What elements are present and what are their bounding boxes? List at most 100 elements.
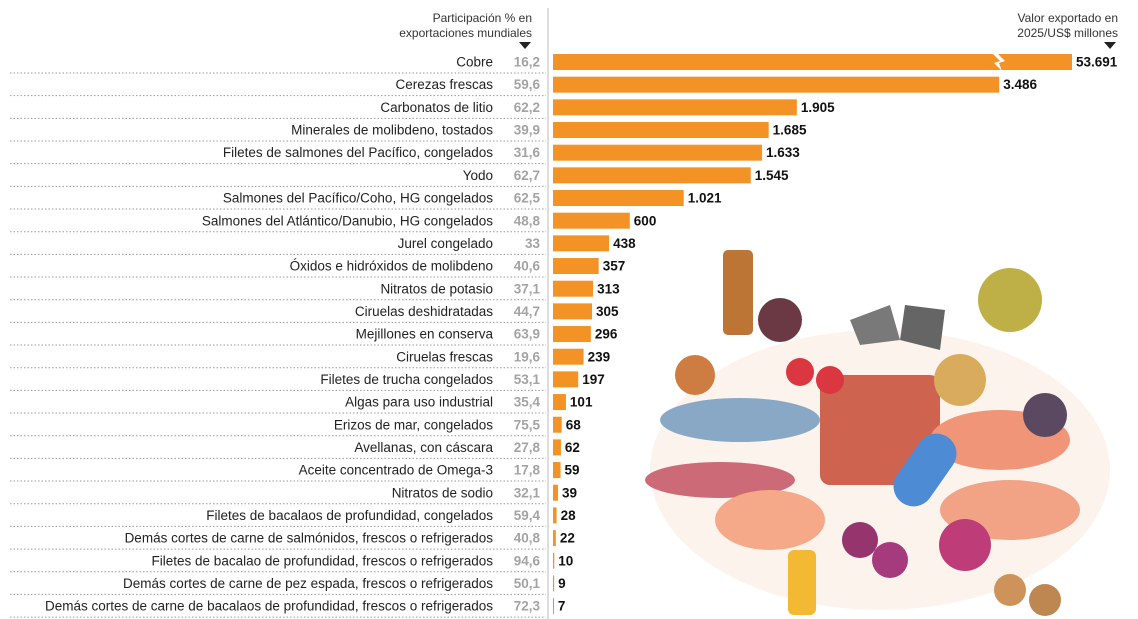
category-label: Cobre xyxy=(456,55,493,70)
category-label: Nitratos de sodio xyxy=(392,485,493,500)
bar xyxy=(553,507,557,523)
category-label: Demás cortes de carne de pez espada, fre… xyxy=(123,576,493,591)
share-value: 62,7 xyxy=(514,168,540,183)
value-label: 39 xyxy=(562,485,577,500)
category-label: Filetes de bacalaos de profundidad, cong… xyxy=(206,508,493,523)
bar xyxy=(553,99,797,115)
bar xyxy=(553,439,561,455)
share-value: 62,2 xyxy=(514,100,540,115)
bar xyxy=(553,530,556,546)
share-value: 35,4 xyxy=(514,395,541,410)
value-label: 59 xyxy=(565,463,580,478)
bar xyxy=(553,303,592,319)
share-value: 17,8 xyxy=(514,463,541,478)
share-value: 59,6 xyxy=(514,77,541,92)
value-label: 197 xyxy=(582,372,605,387)
category-label: Ciruelas frescas xyxy=(396,349,493,364)
value-label: 600 xyxy=(634,213,657,228)
value-label: 239 xyxy=(588,349,611,364)
share-value: 32,1 xyxy=(514,485,541,500)
share-value: 59,4 xyxy=(514,508,541,523)
category-label: Demás cortes de carne de salmónidos, fre… xyxy=(125,531,494,546)
category-label: Filetes de trucha congelados xyxy=(320,372,493,387)
value-label: 296 xyxy=(595,327,618,342)
share-value: 19,6 xyxy=(514,349,541,364)
share-value: 94,6 xyxy=(514,553,541,568)
category-label: Ciruelas deshidratadas xyxy=(355,304,493,319)
category-label: Jurel congelado xyxy=(398,236,493,251)
value-label: 357 xyxy=(603,259,626,274)
bar xyxy=(553,371,578,387)
category-label: Filetes de bacalao de profundidad, fresc… xyxy=(152,553,494,568)
bar xyxy=(553,417,562,433)
value-label: 53.691 xyxy=(1076,55,1118,70)
value-label: 10 xyxy=(558,553,573,568)
share-value: 53,1 xyxy=(514,372,541,387)
bar xyxy=(553,213,630,229)
category-label: Demás cortes de carne de bacalaos de pro… xyxy=(45,599,493,614)
value-label: 1.545 xyxy=(755,168,789,183)
category-label: Óxidos e hidróxidos de molibdeno xyxy=(290,259,493,274)
value-label: 7 xyxy=(558,599,566,614)
header-marker xyxy=(519,42,531,49)
value-label: 22 xyxy=(560,531,575,546)
value-label: 1.905 xyxy=(801,100,835,115)
value-label: 1.021 xyxy=(688,191,722,206)
bar xyxy=(553,394,566,410)
bar xyxy=(553,167,751,183)
category-label: Erizos de mar, congelados xyxy=(334,417,493,432)
category-label: Algas para uso industrial xyxy=(345,395,493,410)
chart: Cobre 16,2 53.691 Cerezas frescas 59,6 3.486 C… xyxy=(0,0,1138,619)
bar xyxy=(553,553,554,569)
value-label: 313 xyxy=(597,281,620,296)
chart-canvas: Cobre 16,2 53.691 Cerezas frescas 59,6 3.486 C… xyxy=(0,0,1138,619)
value-label: 1.685 xyxy=(773,123,807,138)
share-value: 50,1 xyxy=(514,576,541,591)
category-label: Yodo xyxy=(463,168,493,183)
value-label: 438 xyxy=(613,236,636,251)
bar xyxy=(553,281,593,297)
value-header: Valor exportado en 2025/US$ millones xyxy=(985,11,1118,41)
bar xyxy=(553,235,609,251)
bar xyxy=(553,145,762,161)
value-label: 1.633 xyxy=(766,145,800,160)
bar xyxy=(553,349,584,365)
share-value: 48,8 xyxy=(514,213,541,228)
share-value: 75,5 xyxy=(514,417,541,432)
value-label: 3.486 xyxy=(1003,77,1037,92)
bar xyxy=(553,462,561,478)
share-value: 40,6 xyxy=(514,259,541,274)
share-value: 31,6 xyxy=(514,145,541,160)
bar xyxy=(553,326,591,342)
value-label: 305 xyxy=(596,304,619,319)
share-value: 62,5 xyxy=(514,191,541,206)
share-value: 72,3 xyxy=(514,599,541,614)
value-label: 62 xyxy=(565,440,580,455)
share-value: 40,8 xyxy=(514,531,541,546)
bar xyxy=(553,258,599,274)
category-label: Filetes de salmones del Pacífico, congel… xyxy=(223,145,493,160)
bar xyxy=(553,190,684,206)
share-header: Participación % en exportaciones mundial… xyxy=(392,11,532,41)
category-label: Mejillones en conserva xyxy=(356,327,494,342)
category-label: Minerales de molibdeno, tostados xyxy=(291,123,493,138)
value-label: 68 xyxy=(566,417,582,432)
share-value: 16,2 xyxy=(514,55,540,70)
category-label: Avellanas, con cáscara xyxy=(354,440,493,455)
value-label: 9 xyxy=(558,576,566,591)
bar xyxy=(553,122,769,138)
category-label: Cerezas frescas xyxy=(395,77,493,92)
category-label: Carbonatos de litio xyxy=(380,100,493,115)
share-value: 44,7 xyxy=(514,304,540,319)
category-label: Salmones del Pacífico/Coho, HG congelado… xyxy=(223,191,493,206)
bar xyxy=(553,485,558,501)
share-value: 37,1 xyxy=(514,281,541,296)
share-value: 39,9 xyxy=(514,123,540,138)
category-label: Salmones del Atlántico/Danubio, HG conge… xyxy=(202,213,493,228)
share-value: 33 xyxy=(525,236,541,251)
bar xyxy=(553,575,554,591)
share-value: 27,8 xyxy=(514,440,541,455)
header-marker xyxy=(1104,42,1116,49)
value-label: 28 xyxy=(561,508,577,523)
bar xyxy=(553,598,554,614)
